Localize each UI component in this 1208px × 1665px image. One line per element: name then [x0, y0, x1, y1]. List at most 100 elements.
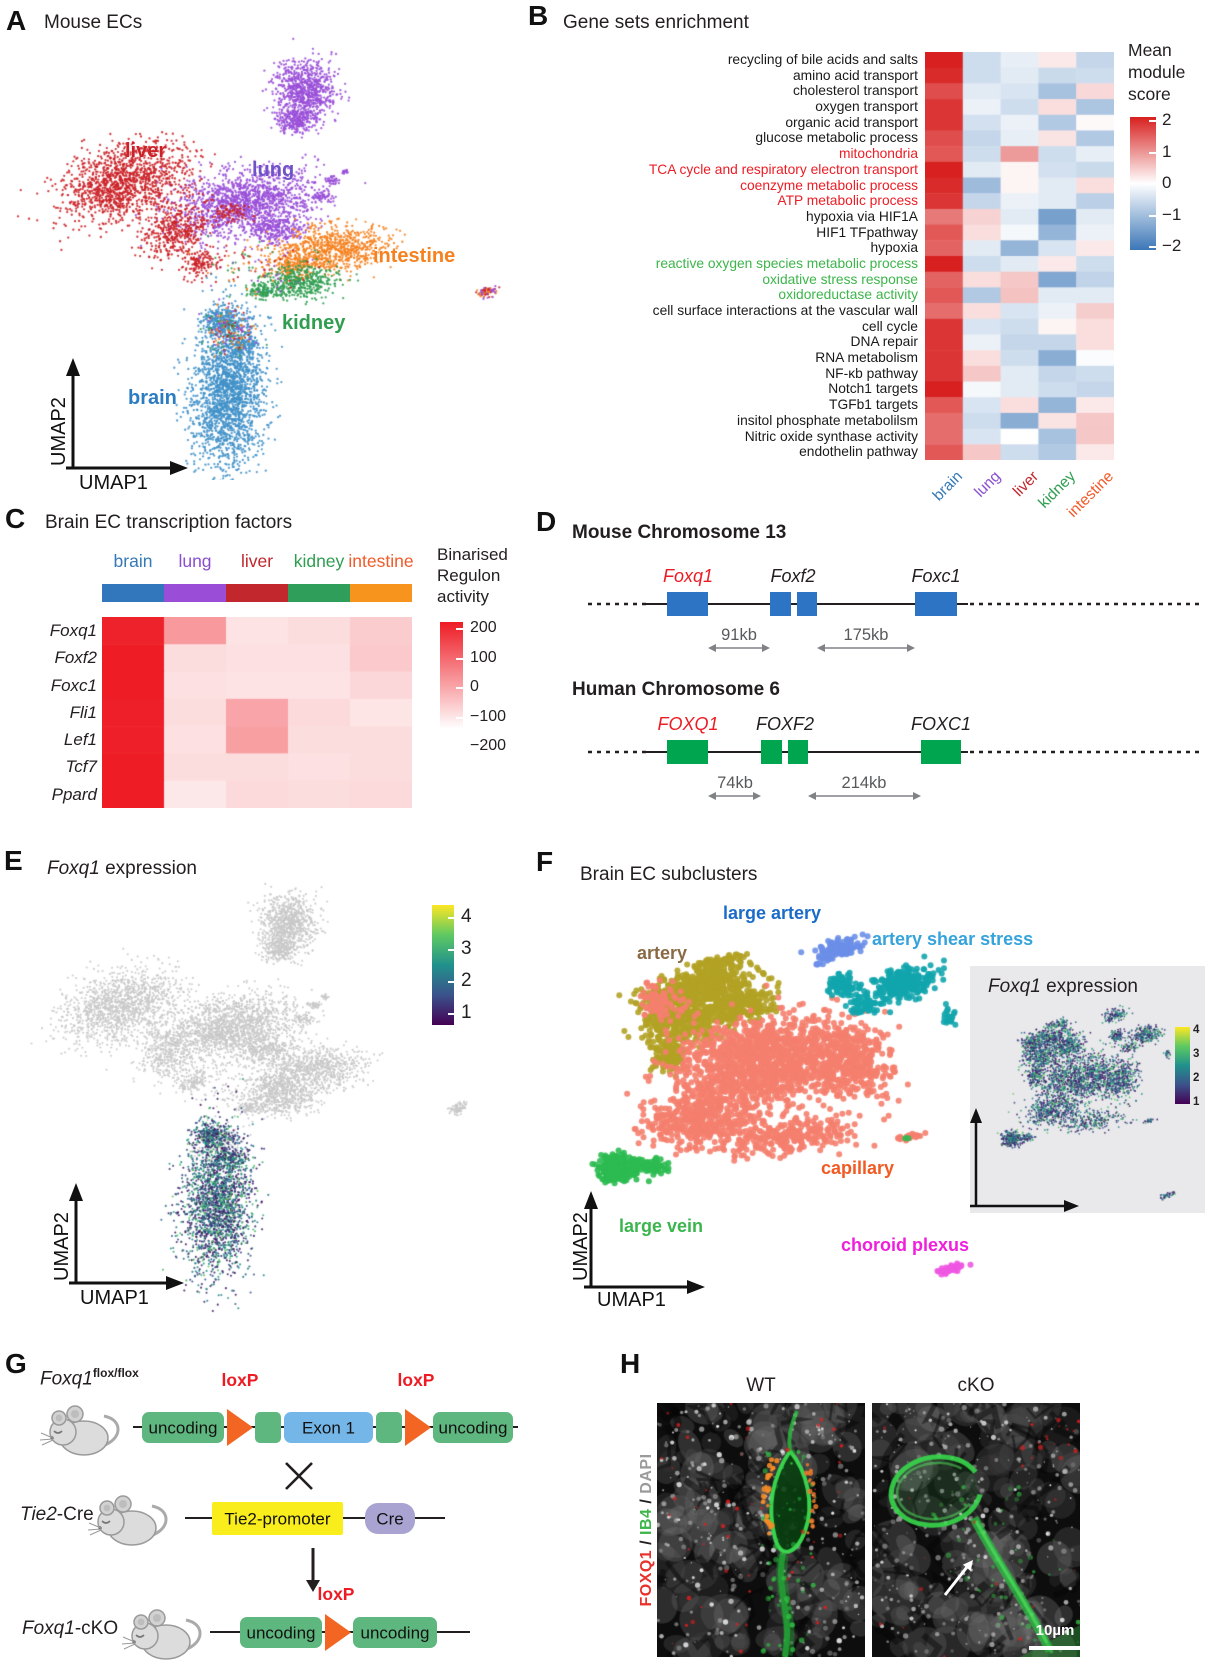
- scalebar-label: 10µm: [1035, 1622, 1075, 1639]
- cluster-label-brain: brain: [128, 387, 177, 409]
- construct-box-label: uncoding: [246, 1624, 315, 1643]
- geneset-row-label: HIF1 TFpathway: [816, 224, 918, 240]
- foxq1-colorbar-tick: 4: [461, 906, 472, 927]
- umap-e-ylabel: UMAP2: [51, 1212, 73, 1281]
- cluster-label-liver: liver: [125, 140, 167, 162]
- tf-row-label: Fli1: [69, 702, 97, 722]
- cko-image-title: cKO: [957, 1375, 995, 1396]
- inset-colorbar-tick: 4: [1193, 1024, 1200, 1036]
- gene-box-FOXF2: [761, 740, 782, 764]
- distance-label: 175kb: [844, 626, 889, 644]
- geneset-col-label-brain: brain: [929, 468, 966, 505]
- inset-colorbar-tick: 1: [1193, 1096, 1200, 1108]
- umap-mouse-ecs-plot: [0, 30, 520, 480]
- foxq1-colorbar-tick: 1: [461, 1002, 472, 1023]
- stain-label-part: FOXQ1: [638, 1549, 655, 1607]
- cko-microscopy-image: [872, 1403, 1080, 1657]
- mouse-icon: [87, 1495, 168, 1546]
- inset-title-rest: expression: [1040, 976, 1138, 997]
- tf-colorbar-tick: 200: [470, 619, 497, 636]
- gene-box-Foxc1: [915, 592, 957, 616]
- tf-row-label: Ppard: [51, 784, 97, 804]
- geneset-row-label: hypoxia via HIF1A: [806, 208, 918, 224]
- wt-microscopy-image: [657, 1403, 865, 1657]
- inset-title: Foxq1 expression: [988, 976, 1138, 998]
- foxq1-cko-construct-diagram: uncoding Exon 1 uncoding Tie2-promoter Cre un…: [39, 1405, 518, 1660]
- tf-legend-title: Binarised: [437, 545, 508, 564]
- umap-a-ylabel: UMAP2: [48, 397, 70, 466]
- tf-row-label: Foxq1: [49, 621, 97, 640]
- tick-dash: [448, 949, 454, 951]
- panel-b-letter: B: [528, 0, 549, 31]
- tick-dash: [1149, 214, 1156, 217]
- geneset-row-label: hypoxia: [870, 240, 918, 256]
- gene-label-FOXF2: FOXF2: [756, 714, 814, 734]
- cluster-label-intestine: intestine: [373, 245, 456, 267]
- wt-image-title: WT: [746, 1375, 776, 1396]
- geneset-row-label: glucose metabolic process: [755, 130, 918, 146]
- geneset-row-label: coenzyme metabolic process: [740, 177, 918, 193]
- tf-row-label: Foxc1: [50, 675, 97, 695]
- loxp-triangle-icon: [405, 1409, 431, 1446]
- construct-box: [240, 1617, 322, 1648]
- geneset-colorbar-tick: −1: [1162, 204, 1182, 224]
- cluster-label-large-artery: large artery: [723, 903, 822, 923]
- foxq1-colorbar-tick: 3: [461, 938, 472, 959]
- construct-box: [365, 1503, 415, 1534]
- tissue-strip-liver: [226, 584, 288, 602]
- geneset-colorbar-tick: 0: [1162, 173, 1172, 192]
- geneset-legend-title: module: [1128, 62, 1186, 82]
- construct-box-label: uncoding: [148, 1419, 217, 1438]
- tissue-strip-intestine: [350, 584, 412, 602]
- tick-dash: [456, 687, 463, 689]
- tf-legend-title: activity: [437, 587, 489, 606]
- cluster-label-large-vein: large vein: [619, 1216, 704, 1236]
- panel-c-letter: C: [5, 503, 26, 534]
- foxq1-colorbar-gradient: [432, 905, 454, 1025]
- umap-e-xlabel: UMAP1: [80, 1287, 149, 1309]
- inset-colorbar-gradient: [1175, 1027, 1190, 1104]
- tf-heatmap: [102, 617, 412, 808]
- scalebar: [1029, 1646, 1081, 1650]
- tick-dash: [448, 917, 454, 919]
- construct-box: [376, 1412, 402, 1443]
- cluster-label-kidney: kidney: [282, 312, 346, 334]
- geneset-row-label: endothelin pathway: [799, 444, 918, 460]
- stain-label-part: IB4: [638, 1508, 655, 1535]
- tick-dash: [456, 716, 463, 719]
- cluster-label-artery-shear-stress: artery shear stress: [872, 929, 1034, 949]
- geneset-row-label: recycling of bile acids and salts: [727, 52, 918, 67]
- tf-row-label: Lef1: [63, 730, 97, 750]
- tf-colorbar-tick: −200: [470, 737, 507, 754]
- cluster-label-lung: lung: [252, 159, 295, 181]
- construct-box: [212, 1502, 343, 1535]
- geneset-colorbar-tick: −2: [1162, 236, 1182, 255]
- inset-colorbar-tick: 3: [1193, 1048, 1200, 1060]
- inset-axes-icon: [970, 1108, 1079, 1212]
- chromosome-diagram: Mouse Chromosome 13 Foxq1 Foxf2 Foxc1 91kb 17…: [572, 522, 1202, 800]
- geneset-row-label: oxygen transport: [815, 99, 918, 115]
- chromosome-title: Human Chromosome 6: [572, 679, 780, 700]
- geneset-row-label: insitol phosphate metabolilsm: [737, 412, 918, 428]
- tick-dash: [456, 657, 463, 660]
- gene-label-Foxq1: Foxq1: [663, 566, 713, 586]
- umap-a-axes-icon: [66, 358, 188, 475]
- panel-c-title: Brain EC transcription factors: [45, 512, 293, 533]
- cluster-label-choroid-plexus: choroid plexus: [841, 1235, 970, 1255]
- tf-row-label: Tcf7: [65, 757, 97, 777]
- stain-label-part: /: [638, 1534, 655, 1550]
- construct-name-1: Tie2-Cre: [20, 1504, 94, 1525]
- stain-label-part: /: [638, 1493, 655, 1509]
- cko-arrow-icon: [943, 1560, 973, 1596]
- tf-colorbar-tick: 100: [470, 648, 497, 666]
- umap-f-ylabel: UMAP2: [570, 1212, 592, 1281]
- panel-a-title: Mouse ECs: [44, 12, 143, 33]
- construct-box: [433, 1412, 513, 1443]
- umap-e-axes-icon: [69, 1183, 184, 1290]
- geneset-row-label: oxidoreductase activity: [778, 287, 918, 303]
- tick-dash: [448, 1013, 454, 1015]
- geneset-row-label: cell cycle: [862, 318, 918, 334]
- construct-box-label: uncoding: [360, 1624, 429, 1643]
- tf-col-label-kidney: kidney: [293, 551, 345, 571]
